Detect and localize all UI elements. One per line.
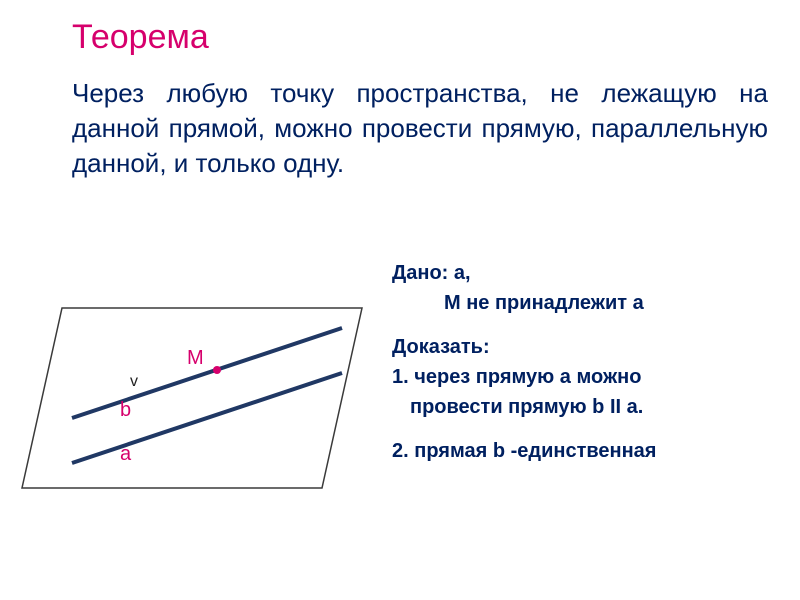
prove-label: Доказать:	[392, 332, 780, 362]
label-b: b	[120, 399, 131, 421]
label-m: M	[187, 347, 204, 369]
label-a: a	[120, 443, 132, 465]
point-m	[213, 366, 221, 374]
line-b	[72, 328, 342, 418]
given-line1: Дано: a,	[392, 258, 780, 288]
prove-2: 2. прямая b -единственная	[392, 436, 780, 466]
proof-column: Дано: a, М не принадлежит а Доказать: 1.…	[392, 258, 780, 466]
prove-1a: 1. через прямую а можно	[392, 362, 780, 392]
geometry-diagram: M b a v	[12, 268, 382, 528]
line-a	[72, 373, 342, 463]
prove-1b: провести прямую b II a.	[392, 392, 780, 422]
theorem-statement: Через любую точку пространства, не лежащ…	[72, 76, 768, 181]
theorem-title: Теорема	[72, 18, 209, 57]
given-line2: М не принадлежит а	[392, 288, 780, 318]
label-v: v	[130, 373, 138, 390]
